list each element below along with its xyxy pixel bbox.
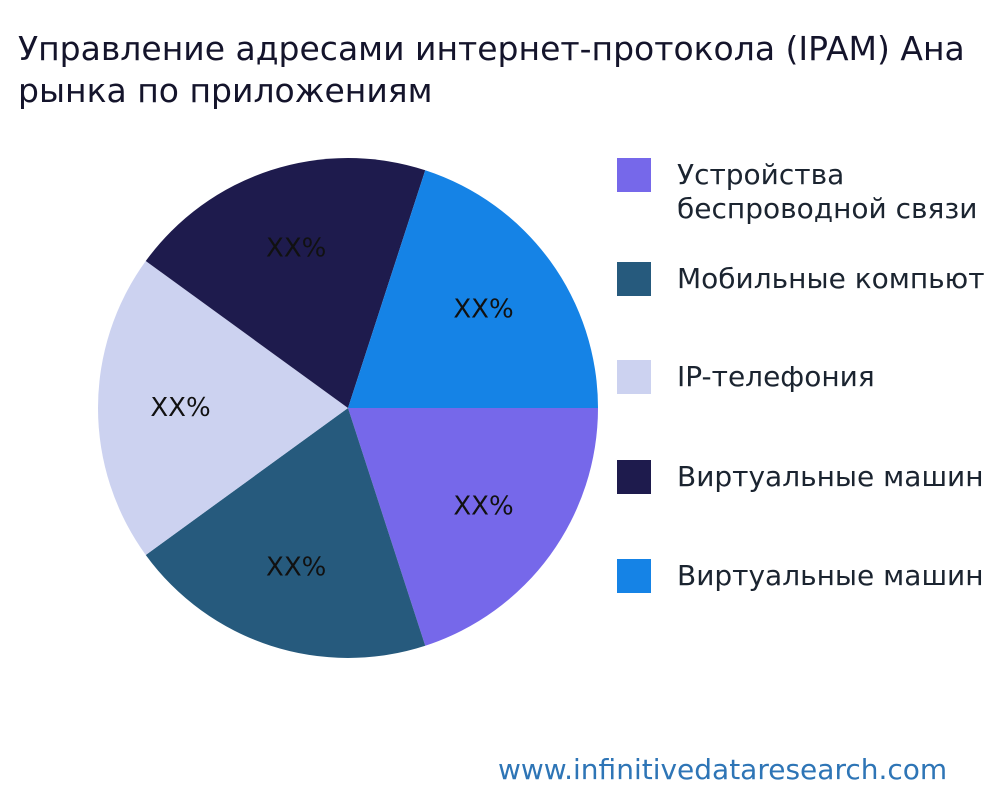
pie-slice-0 (348, 408, 598, 646)
pie-slice-4 (348, 170, 598, 408)
legend-swatch-darkblue (617, 262, 651, 296)
pie-slice-2 (98, 261, 349, 555)
pie-slice-3 (145, 158, 426, 408)
footer-link[interactable]: www.infinitivedataresearch.com (498, 753, 948, 786)
chart-title: Управление адресами интернет-протокола (… (18, 29, 965, 110)
legend-item: Мобильные компьют (617, 262, 985, 296)
legend-item: Виртуальные машин (617, 559, 984, 593)
legend-swatch-brightblue (617, 559, 651, 593)
pie-slice-label: XX% (266, 552, 326, 582)
legend-label: Мобильные компьют (677, 262, 985, 295)
legend-swatch-lavender (617, 360, 651, 394)
pie-slice-label: XX% (453, 492, 513, 522)
pie-slice-label: XX% (266, 234, 326, 264)
legend-label: IP-телефония (677, 360, 875, 393)
legend-item: Устройства беспроводной связи (617, 158, 977, 226)
pie-chart: XX% XX% XX% XX% XX% (98, 158, 598, 658)
legend-swatch-navy (617, 460, 651, 494)
legend-swatch-purple (617, 158, 651, 192)
legend-item: IP-телефония (617, 360, 875, 394)
pie-slice-label: XX% (150, 393, 210, 423)
legend-item: Виртуальные машин (617, 460, 984, 494)
legend-label: Устройства беспроводной связи (677, 158, 978, 225)
pie-svg: XX% XX% XX% XX% XX% (98, 158, 598, 658)
legend-label: Виртуальные машин (677, 460, 984, 493)
legend-label: Виртуальные машин (677, 559, 984, 592)
pie-slice-1 (145, 408, 426, 658)
pie-slice-label: XX% (453, 295, 513, 325)
